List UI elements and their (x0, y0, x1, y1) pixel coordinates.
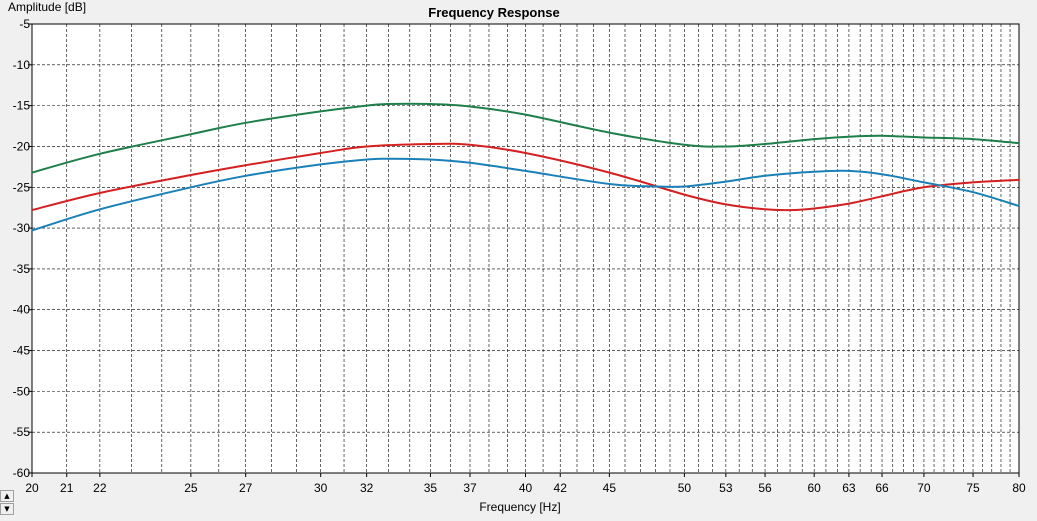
x-tick-label: 45 (603, 481, 617, 495)
y-tick-label: -55 (13, 425, 31, 439)
x-tick-label: 32 (360, 481, 374, 495)
y-tick-label: -35 (13, 262, 31, 276)
plot-area (31, 23, 1020, 474)
x-tick-labels: 20 21 22 25 27 30 32 35 37 40 42 45 50 53 56 60 63 66 70 75… (25, 473, 1026, 495)
scroll-down-button[interactable]: ▼ (0, 503, 14, 515)
x-axis-label: Frequency [Hz] (479, 500, 560, 514)
scroll-up-button[interactable]: ▲ (0, 490, 14, 502)
y-tick-label: -20 (13, 139, 31, 153)
y-tick-label: -50 (13, 384, 31, 398)
series-line-3 (31, 157, 1020, 232)
x-tick-label: 80 (1012, 481, 1026, 495)
x-tick-label: 50 (678, 481, 692, 495)
x-tick-label: 27 (239, 481, 253, 495)
series-lines (31, 102, 1020, 232)
x-tick-label: 63 (842, 481, 856, 495)
x-tick-label: 25 (184, 481, 198, 495)
y-tick-label: -15 (13, 99, 31, 113)
x-tick-label: 20 (25, 481, 39, 495)
y-tick-label: -45 (13, 344, 31, 358)
chart-title: Frequency Response (428, 5, 560, 20)
y-tick-label: -40 (13, 303, 31, 317)
y-tick-labels: -5 -10 -15 -20 -25 -30 -35 -40 -45 -50 -55 -60 (13, 17, 32, 480)
x-tick-label: 37 (463, 481, 477, 495)
x-tick-label: 30 (314, 481, 328, 495)
y-axis-label: Amplitude [dB] (8, 0, 86, 14)
x-tick-label: 75 (966, 481, 980, 495)
x-tick-label: 21 (60, 481, 74, 495)
x-tick-label: 42 (554, 481, 568, 495)
x-tick-label: 70 (917, 481, 931, 495)
y-tick-label: -5 (19, 17, 30, 31)
series-line-1 (31, 102, 1020, 174)
x-tick-label: 22 (93, 481, 107, 495)
y-tick-label: -30 (13, 221, 31, 235)
x-tick-label: 35 (424, 481, 438, 495)
y-tick-label: -10 (13, 58, 31, 72)
y-tick-label: -25 (13, 180, 31, 194)
x-tick-label: 53 (719, 481, 733, 495)
grid-lines (32, 24, 1019, 473)
x-tick-label: 66 (875, 481, 889, 495)
x-tick-label: 56 (758, 481, 772, 495)
series-line-2 (31, 142, 1020, 212)
x-tick-label: 40 (519, 481, 533, 495)
y-tick-label: -60 (13, 466, 31, 480)
x-tick-label: 60 (807, 481, 821, 495)
